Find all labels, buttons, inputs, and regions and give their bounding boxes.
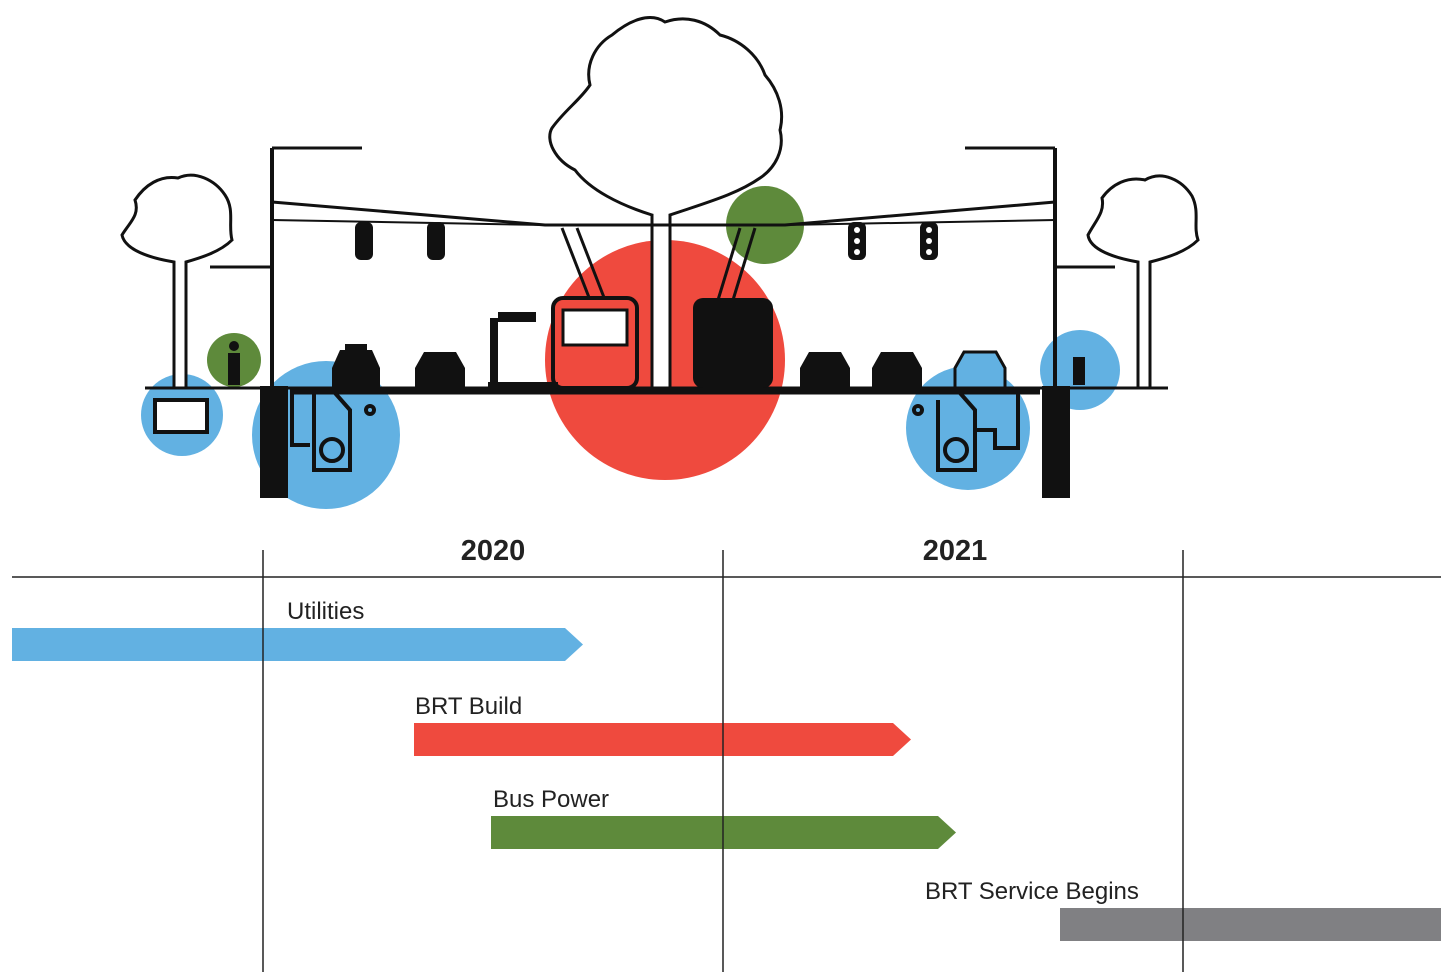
illustration-shape (498, 312, 536, 322)
street-illustration (122, 18, 1198, 509)
task-label: Utilities (287, 598, 364, 625)
illustration-shape (563, 310, 627, 345)
illustration-shape (872, 352, 922, 388)
illustration-shape (490, 318, 498, 386)
illustration-shape (488, 382, 558, 388)
illustration-shape (854, 249, 860, 255)
illustration-shape (355, 222, 373, 260)
illustration-shape (415, 352, 465, 388)
illustration-shape (693, 298, 773, 388)
task-label: Bus Power (493, 786, 609, 813)
task-bar (1060, 908, 1441, 941)
task-bar (12, 628, 583, 661)
timeline: 2020 2021 Utilities BRT Build Bus Power BRT S… (12, 535, 1441, 972)
illustration-shape (332, 350, 380, 388)
illustration-shape (345, 344, 367, 352)
year-label: 2020 (461, 535, 526, 567)
illustration-shape (228, 353, 240, 385)
illustration-shape (427, 222, 445, 260)
page: 2020 2021 Utilities BRT Build Bus Power BRT S… (0, 0, 1441, 972)
illustration-shape (229, 341, 239, 351)
illustration-shape (955, 352, 1005, 388)
illustration-shape (260, 386, 288, 498)
illustration-shape (926, 249, 932, 255)
illustration-shape (854, 238, 860, 244)
task-label: BRT Build (415, 693, 522, 720)
illustration-shape (1042, 386, 1070, 498)
infographic: 2020 2021 Utilities BRT Build Bus Power BRT S… (0, 0, 1441, 972)
illustration-shape (926, 227, 932, 233)
illustration-shape (854, 227, 860, 233)
illustration-shape (1073, 357, 1085, 385)
illustration-shape (155, 400, 207, 432)
year-label: 2021 (923, 535, 988, 567)
task-bar (414, 723, 911, 756)
illustration-shape (800, 352, 850, 388)
illustration-shape (926, 238, 932, 244)
task-label: BRT Service Begins (925, 878, 1139, 905)
